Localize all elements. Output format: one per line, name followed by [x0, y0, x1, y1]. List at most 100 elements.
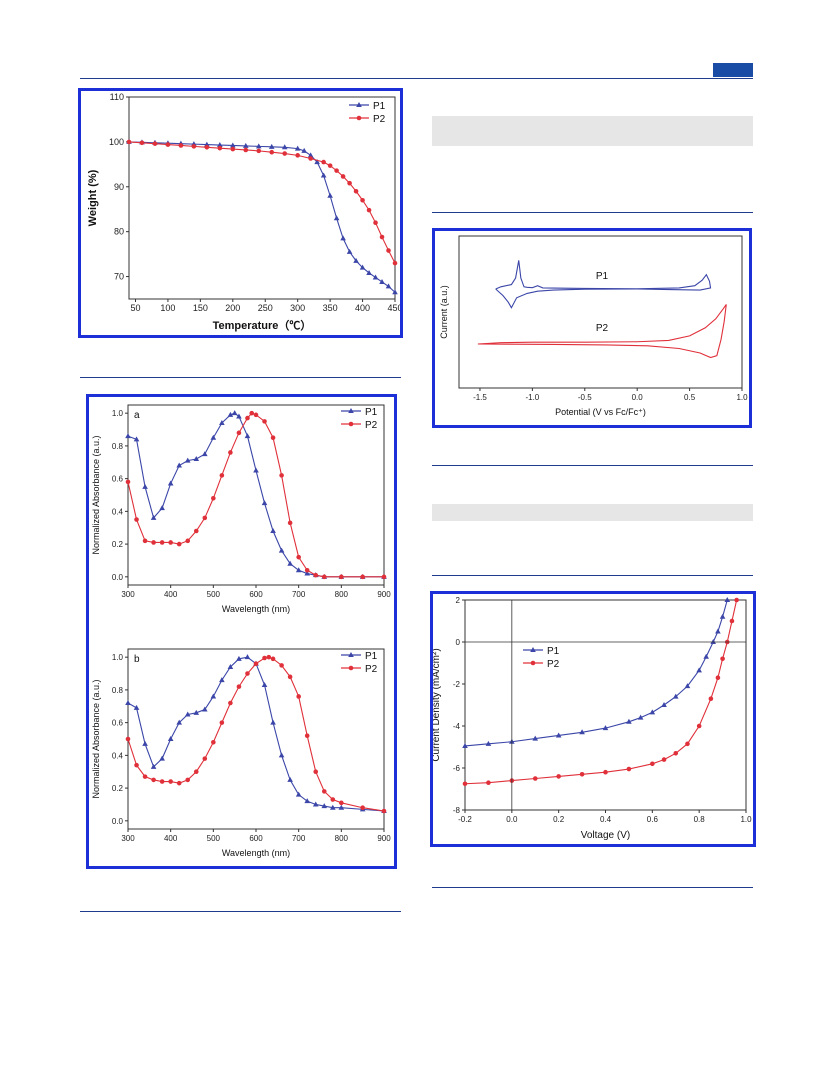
data-point [176, 719, 182, 725]
y-axis-label: Normalized Absorbance (a.u.) [91, 435, 101, 554]
x-tick-label: 300 [121, 834, 135, 843]
data-point [304, 570, 310, 576]
data-point [313, 769, 319, 775]
data-point [139, 140, 145, 146]
cv-label-P2: P2 [596, 323, 609, 334]
data-point [261, 500, 268, 506]
x-tick-label: 350 [323, 303, 338, 313]
data-point [202, 515, 208, 521]
data-point [176, 780, 182, 786]
cv-chart: -1.5 -1.0 -0.5 0.0 0.5 1.0 Potential (V vs Fc/… [439, 235, 748, 417]
data-point [219, 420, 225, 425]
data-point [392, 289, 398, 295]
y-tick-label: 110 [110, 92, 124, 102]
x-tick-label: 0.5 [684, 393, 696, 402]
data-point [230, 146, 236, 152]
x-tick-label: 100 [160, 303, 175, 313]
plot-frame [458, 235, 743, 389]
legend-marker-P1 [348, 408, 354, 413]
y-tick-label: 0.4 [112, 507, 124, 516]
data-point [321, 159, 326, 165]
y-tick-label: -2 [453, 680, 461, 689]
cv-label-P1: P1 [596, 271, 609, 282]
legend-marker-P1 [530, 647, 536, 652]
series-line-P1 [127, 656, 385, 812]
x-tick-label: 1.0 [740, 815, 752, 824]
x-tick-label: 200 [225, 303, 240, 313]
data-point [151, 540, 156, 545]
data-point [133, 436, 140, 442]
data-point [168, 779, 173, 784]
data-point [320, 172, 327, 178]
y-tick-label: 80 [114, 227, 124, 237]
data-point [556, 774, 561, 779]
data-point [301, 147, 307, 153]
legend-label-P1: P1 [365, 407, 378, 418]
figure-tga: 50 100 150 200 250 300 350 400 450 70 80 90 100 110 Te… [78, 88, 403, 338]
x-tick-label: 400 [355, 303, 370, 313]
data-point [133, 704, 140, 710]
data-point [227, 664, 234, 669]
data-point [372, 274, 379, 280]
y-tick-label: 70 [114, 272, 124, 282]
data-point [217, 142, 223, 148]
x-tick-label: 500 [207, 834, 221, 843]
data-point [304, 798, 310, 804]
series-line-P2 [128, 141, 396, 264]
data-point [294, 145, 301, 151]
x-tick-label: -1.5 [473, 393, 487, 402]
data-point [126, 139, 132, 145]
legend-marker-P2 [348, 421, 354, 427]
data-point [579, 729, 585, 735]
jv-chart: -0.2 0.0 0.2 0.4 0.6 0.8 1.0 -8 -6 -4 -2 0 2 Voltage … [433, 596, 752, 841]
data-point [532, 776, 538, 781]
data-point [150, 763, 157, 769]
data-point [245, 671, 250, 676]
data-point [159, 540, 165, 545]
data-point [262, 655, 267, 661]
data-point [685, 741, 690, 747]
data-point [347, 180, 352, 186]
data-point [217, 145, 223, 151]
rule-right-4 [432, 887, 753, 888]
data-point [219, 720, 225, 725]
legend-label-P1: P1 [373, 101, 386, 112]
y-axis-label: Current Density (mA/cm²) [433, 648, 442, 761]
data-point [151, 777, 156, 783]
data-point [719, 613, 726, 619]
x-tick-label: -0.2 [458, 815, 472, 824]
data-point [270, 719, 276, 725]
x-tick-label: 800 [335, 834, 349, 843]
data-point [626, 718, 632, 724]
data-point [281, 144, 288, 150]
x-tick-label: 0.0 [632, 393, 644, 402]
data-point [381, 808, 387, 814]
data-point [287, 776, 293, 782]
data-point [579, 772, 585, 777]
data-point [184, 457, 191, 463]
x-tick-label: 300 [121, 590, 135, 599]
data-point [282, 151, 288, 156]
data-point [392, 260, 398, 266]
data-point [360, 805, 365, 811]
data-point [360, 197, 365, 203]
x-tick-label: 150 [193, 303, 208, 313]
data-point [253, 661, 259, 667]
x-tick-label: 600 [249, 834, 263, 843]
table-header-shade-2 [432, 504, 753, 521]
data-point [532, 735, 539, 741]
x-tick-label: 250 [258, 303, 273, 313]
data-point [231, 410, 238, 416]
series-line-P2 [464, 599, 738, 785]
data-point [242, 142, 249, 148]
data-point [230, 142, 236, 148]
data-point [262, 419, 267, 424]
data-point [340, 235, 346, 241]
data-point [672, 693, 679, 699]
rule-left-1 [80, 377, 401, 378]
y-tick-label: 0.0 [112, 573, 124, 582]
data-point [236, 655, 242, 661]
series-markers-P1 [125, 410, 387, 579]
figure-cv: -1.5 -1.0 -0.5 0.0 0.5 1.0 Potential (V vs Fc/… [432, 228, 752, 428]
data-point [353, 257, 359, 263]
